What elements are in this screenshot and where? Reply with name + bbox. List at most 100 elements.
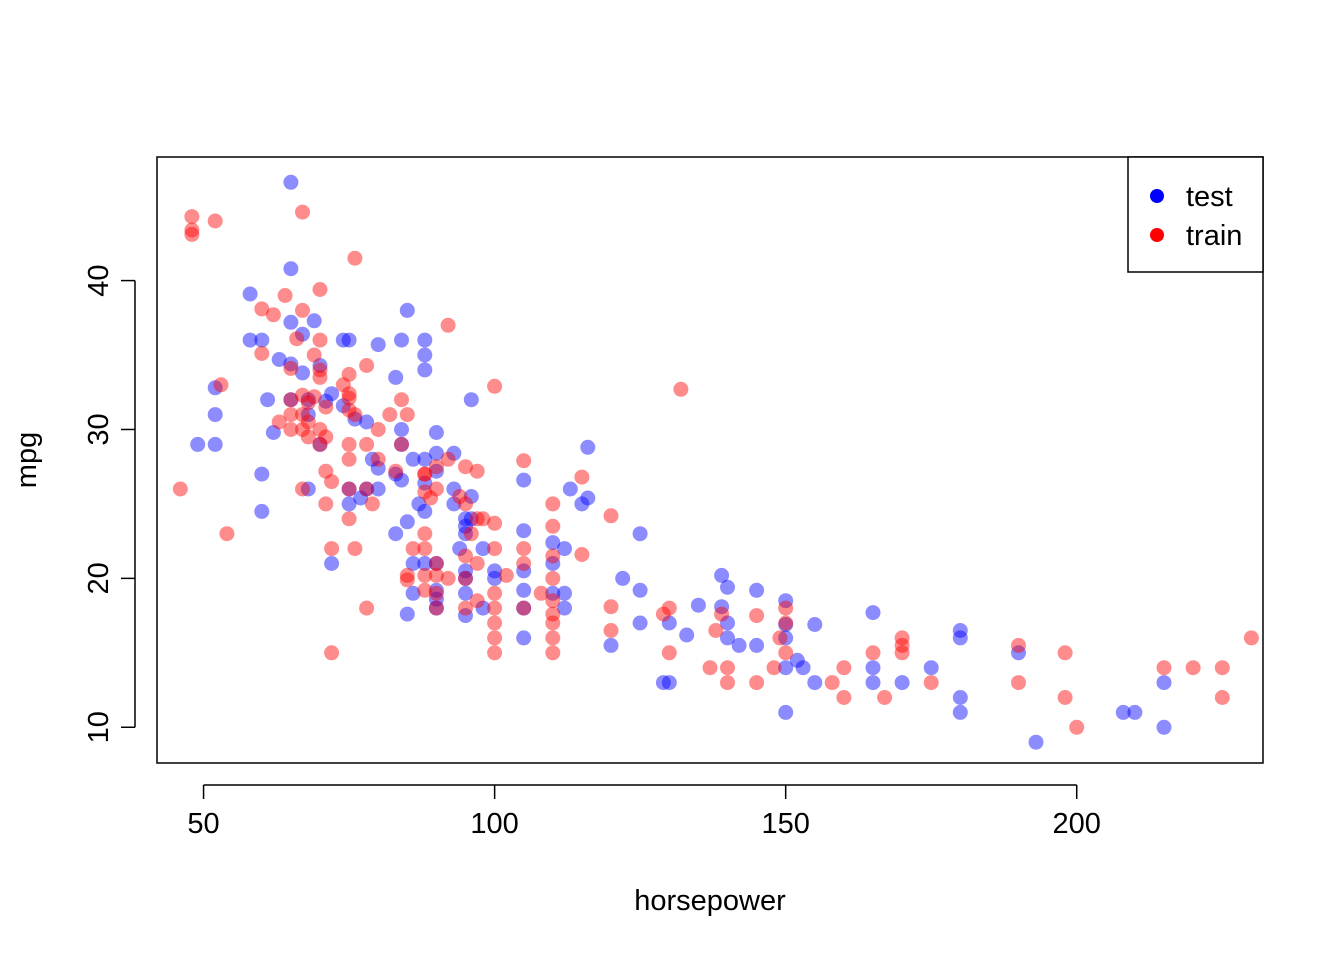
point-test-71 [458, 518, 473, 534]
point-train-105 [469, 593, 485, 609]
point-train-156 [172, 481, 188, 497]
point-test-133 [655, 675, 671, 691]
point-test-67 [417, 503, 433, 519]
point-test-10 [417, 332, 433, 348]
point-test-89 [458, 570, 473, 586]
point-train-12 [289, 331, 305, 347]
point-train-95 [428, 567, 444, 583]
point-train-69 [364, 496, 380, 512]
point-train-5 [347, 250, 363, 266]
point-train-87 [458, 548, 473, 564]
point-train-64 [428, 481, 444, 497]
point-train-23 [673, 381, 689, 397]
point-train-148 [923, 675, 939, 691]
point-train-36 [295, 407, 310, 423]
point-test-125 [749, 637, 765, 653]
point-test-81 [405, 556, 421, 571]
point-train-94 [417, 567, 433, 583]
point-test-0 [283, 174, 299, 190]
point-test-140 [952, 704, 968, 720]
point-test-49 [388, 466, 404, 482]
point-test-46 [370, 460, 386, 476]
point-test-14 [417, 347, 433, 363]
point-train-86 [516, 541, 532, 557]
point-test-104 [428, 600, 444, 616]
point-test-102 [778, 593, 794, 609]
point-test-138 [952, 690, 968, 705]
point-train-47 [341, 436, 357, 452]
point-train-39 [300, 414, 316, 430]
x-tick-label-50: 50 [187, 808, 219, 840]
point-train-133 [661, 645, 677, 661]
point-train-53 [341, 451, 357, 467]
point-train-114 [778, 600, 794, 616]
point-train-9 [254, 301, 270, 317]
point-train-146 [749, 675, 765, 691]
point-train-15 [306, 347, 322, 363]
point-train-10 [265, 307, 281, 323]
point-test-17 [312, 358, 328, 373]
point-test-126 [1011, 645, 1026, 661]
point-test-21 [207, 380, 223, 396]
point-train-51 [440, 451, 456, 467]
point-train-132 [545, 645, 561, 661]
point-train-100 [417, 582, 433, 598]
legend-box [1127, 156, 1264, 273]
point-test-137 [1156, 675, 1172, 691]
point-train-121 [778, 615, 794, 631]
point-test-42 [405, 451, 421, 467]
point-train-122 [708, 623, 724, 638]
point-test-143 [1156, 719, 1172, 735]
point-test-98 [545, 585, 561, 601]
point-train-74 [469, 511, 485, 527]
x-tick-label-200: 200 [1053, 808, 1101, 840]
point-test-86 [487, 563, 503, 579]
point-test-77 [452, 541, 468, 557]
point-test-29 [207, 407, 223, 423]
legend-marker-train [1150, 228, 1164, 242]
point-train-57 [417, 466, 433, 482]
point-test-69 [463, 511, 479, 527]
point-test-41 [428, 445, 444, 461]
point-test-54 [359, 481, 375, 497]
point-train-127 [894, 630, 910, 646]
point-train-29 [283, 392, 299, 408]
point-train-61 [324, 474, 340, 490]
point-test-85 [458, 563, 473, 579]
point-train-58 [388, 463, 404, 479]
point-test-122 [778, 630, 794, 646]
point-test-23 [463, 392, 479, 408]
point-test-60 [580, 490, 596, 506]
point-train-65 [295, 481, 310, 497]
point-train-93 [399, 567, 415, 583]
point-test-108 [714, 599, 730, 615]
point-test-127 [789, 652, 805, 668]
point-test-12 [394, 332, 409, 348]
point-train-3 [184, 226, 200, 242]
point-test-139 [778, 704, 794, 720]
point-test-105 [475, 600, 491, 616]
point-train-139 [720, 660, 735, 676]
point-test-76 [545, 535, 561, 551]
point-test-111 [458, 608, 473, 624]
point-train-119 [487, 615, 503, 631]
point-test-7 [254, 332, 270, 348]
point-train-60 [574, 469, 590, 485]
point-train-44 [295, 422, 310, 437]
point-train-22 [487, 378, 503, 394]
point-train-48 [359, 436, 375, 452]
point-test-78 [475, 541, 491, 557]
point-train-126 [772, 630, 788, 646]
point-test-28 [335, 398, 351, 414]
point-train-79 [417, 526, 433, 542]
x-axis-title: horsepower [634, 885, 786, 917]
point-test-100 [405, 585, 421, 601]
point-train-54 [458, 459, 473, 475]
point-train-24 [335, 377, 351, 393]
x-tick-label-100: 100 [470, 808, 518, 840]
point-train-17 [312, 362, 328, 378]
point-train-109 [458, 600, 473, 616]
point-test-5 [295, 326, 310, 342]
point-test-131 [778, 660, 794, 676]
point-train-35 [283, 407, 299, 423]
